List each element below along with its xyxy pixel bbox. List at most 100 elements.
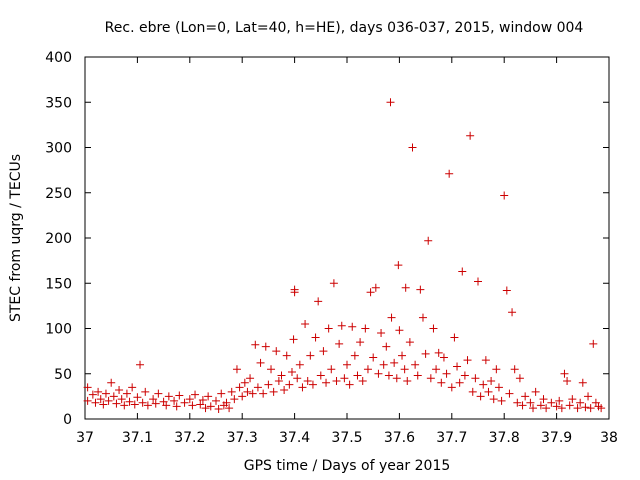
data-point [122, 389, 131, 398]
data-point [508, 308, 517, 317]
data-point [418, 313, 427, 322]
data-point [386, 98, 395, 107]
data-point [390, 358, 399, 367]
data-point [429, 324, 438, 333]
data-point [83, 396, 92, 405]
y-tick-label: 400 [45, 50, 72, 66]
data-point [460, 371, 469, 380]
data-point [453, 362, 462, 371]
data-points [83, 98, 606, 414]
data-point [447, 383, 456, 392]
x-tick-label: 37 [76, 430, 94, 446]
data-point [143, 401, 152, 410]
data-point [94, 387, 103, 396]
data-point [141, 387, 150, 396]
x-tick-label: 37.2 [174, 430, 205, 446]
y-axis-label: STEC from uqrg / TECUs [8, 154, 24, 322]
data-point [274, 376, 283, 385]
data-point [350, 351, 359, 360]
data-point [521, 392, 530, 401]
data-point [289, 335, 298, 344]
data-point [251, 340, 260, 349]
data-point [130, 400, 139, 409]
data-point [201, 404, 210, 413]
data-point [479, 380, 488, 389]
data-point [353, 371, 362, 380]
data-point [225, 404, 234, 413]
data-point [474, 277, 482, 286]
data-point [272, 347, 281, 356]
data-point [539, 395, 548, 404]
data-point [463, 356, 472, 365]
data-point [502, 286, 511, 295]
data-point [162, 401, 171, 410]
data-point [398, 351, 407, 360]
data-point [316, 371, 325, 380]
data-point [382, 342, 391, 351]
data-point [426, 374, 435, 383]
data-point [306, 351, 315, 360]
data-point [335, 339, 344, 348]
data-point [180, 398, 189, 407]
data-point [198, 395, 207, 404]
data-point [235, 383, 244, 392]
data-point [450, 333, 459, 342]
data-point [560, 369, 569, 378]
y-tick-label: 0 [63, 412, 72, 428]
data-point [526, 398, 535, 407]
data-point [439, 353, 448, 362]
data-point [88, 390, 97, 399]
data-point [513, 398, 522, 407]
data-point [175, 391, 184, 400]
data-point [269, 387, 278, 396]
data-point [138, 398, 147, 407]
data-point [400, 365, 409, 374]
data-point [172, 402, 181, 411]
data-point [308, 380, 317, 389]
x-tick-label: 37.1 [122, 430, 153, 446]
data-point [392, 374, 401, 383]
data-point [432, 365, 441, 374]
data-point [303, 376, 312, 385]
x-tick-label: 37.7 [436, 430, 467, 446]
data-point [117, 395, 126, 404]
data-point [301, 319, 310, 328]
data-point [337, 321, 346, 330]
data-point [369, 353, 378, 362]
data-point [136, 360, 145, 369]
data-point [324, 324, 333, 333]
data-point [120, 401, 129, 410]
data-point [232, 365, 241, 374]
data-point [366, 288, 375, 297]
data-point [497, 396, 506, 405]
data-point [384, 371, 393, 380]
data-point [489, 395, 498, 404]
data-point [277, 371, 286, 380]
y-tick-label: 250 [45, 186, 72, 202]
data-point [133, 393, 142, 402]
data-point [568, 395, 577, 404]
x-tick-label: 38 [600, 430, 618, 446]
data-point [348, 322, 357, 331]
data-point [104, 396, 113, 405]
data-point [356, 338, 365, 347]
data-point [395, 326, 404, 335]
data-point [340, 374, 349, 383]
data-point [164, 392, 173, 401]
data-point [458, 267, 467, 276]
data-point [343, 360, 351, 369]
data-point [413, 371, 422, 380]
x-tick-label: 37.9 [541, 430, 572, 446]
data-point [416, 285, 425, 294]
data-point [597, 404, 606, 413]
y-tick-label: 100 [45, 322, 72, 338]
data-point [500, 191, 509, 200]
x-tick-label: 37.6 [384, 430, 415, 446]
data-point [149, 395, 158, 404]
data-point [379, 360, 388, 369]
chart-title: Rec. ebre (Lon=0, Lat=40, h=HE), days 03… [105, 20, 584, 36]
data-point [238, 392, 247, 401]
data-point [230, 395, 239, 404]
data-point [314, 297, 323, 306]
